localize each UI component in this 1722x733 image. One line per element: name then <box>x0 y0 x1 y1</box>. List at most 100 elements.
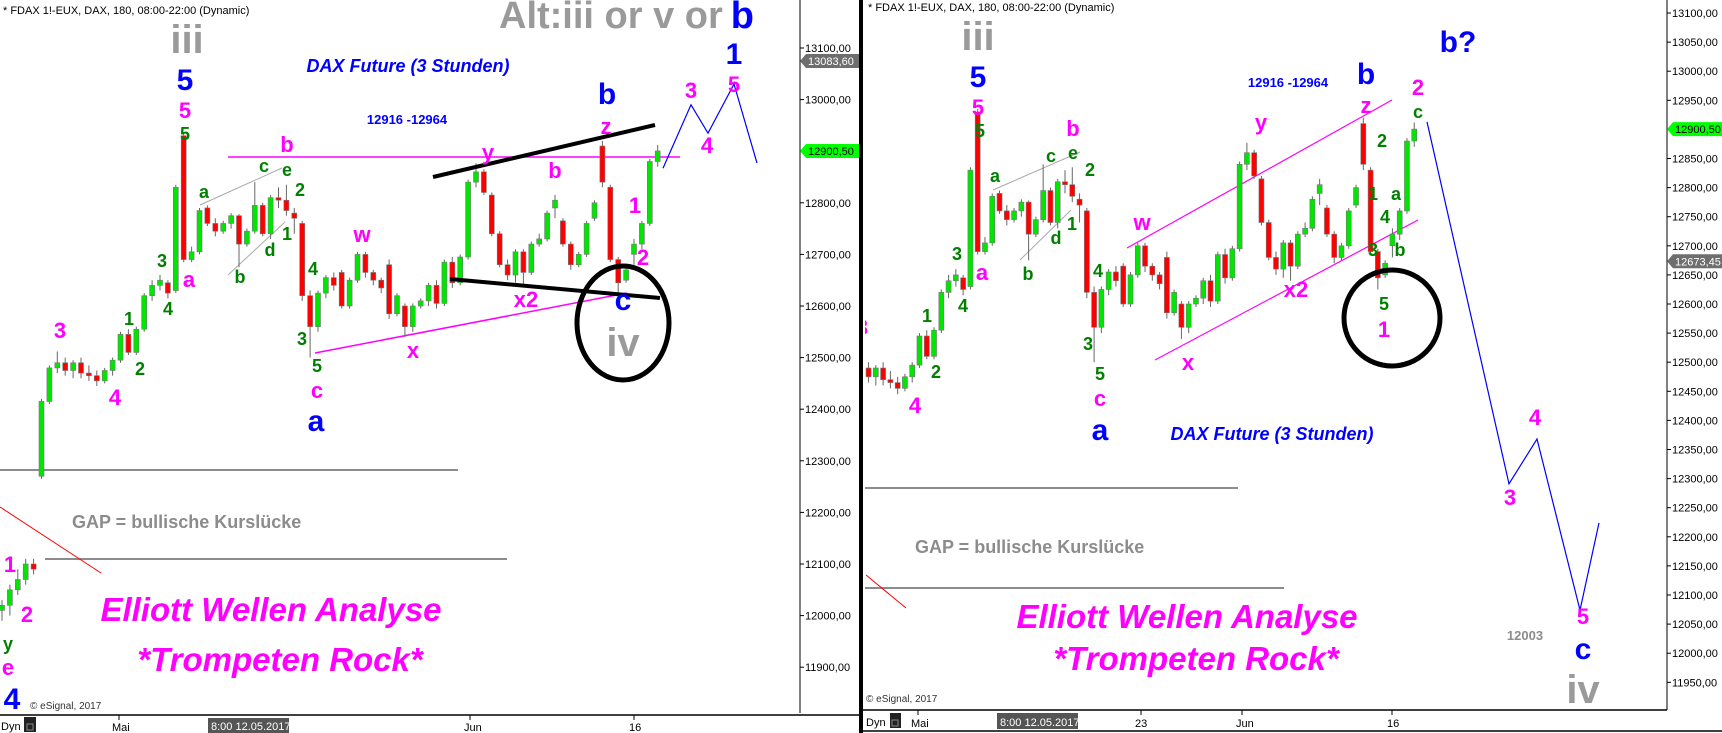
candle-body <box>1295 233 1301 267</box>
price-tag-label: 12900,50 <box>808 146 854 158</box>
candle-body <box>188 251 195 260</box>
chart-title: DAX Future (3 Stunden) <box>307 56 510 76</box>
candle <box>504 259 511 281</box>
candle <box>880 362 886 386</box>
wave-label: e <box>2 655 14 680</box>
candle-body <box>1120 265 1127 305</box>
y-tick-label: 12250,00 <box>1672 503 1718 515</box>
price-tag: 12900,50 <box>800 143 860 158</box>
wave-label: 5 <box>1095 364 1105 384</box>
wave-label: y <box>482 140 495 165</box>
candle-body <box>465 181 471 258</box>
candle <box>394 293 400 317</box>
candle <box>945 274 952 299</box>
candle <box>15 569 21 595</box>
candle <box>46 365 53 405</box>
wave-label: 4 <box>701 133 714 158</box>
candle-body <box>996 193 1003 212</box>
candle <box>62 357 69 376</box>
candle-body <box>1156 274 1163 284</box>
candle <box>1127 271 1134 307</box>
panel-separator[interactable] <box>859 0 863 733</box>
candle <box>1302 222 1308 238</box>
candle <box>567 241 574 270</box>
wave-label: x <box>1182 350 1195 375</box>
wave-label: 2 <box>295 180 305 200</box>
candle-body <box>125 334 132 353</box>
candle <box>0 600 5 621</box>
projection-path <box>662 82 758 169</box>
y-tick-label: 12400,00 <box>805 404 851 416</box>
candle-body <box>512 251 519 276</box>
right-time-axis[interactable]: Dyn Mai 8:00 12.05.2017 23 Jun 16 <box>866 710 1399 730</box>
candle <box>552 195 558 219</box>
candle <box>851 371 856 415</box>
candle-body <box>149 285 155 296</box>
candle-body <box>1069 184 1076 197</box>
candle <box>386 259 392 319</box>
candle <box>894 376 901 395</box>
cursor-date-box <box>997 713 1078 729</box>
x-label-mai: Mai <box>112 722 130 733</box>
wave-label: a <box>1391 184 1402 204</box>
wave-label: c <box>615 284 632 317</box>
candle-body <box>528 243 535 273</box>
candle <box>916 333 923 369</box>
candle-body <box>1222 254 1228 279</box>
right-price-axis[interactable]: 13100,00 13050,00 13000,00 12950,00 12850,00… <box>1667 8 1722 689</box>
wave-label: iv <box>1566 668 1600 712</box>
lock-icon[interactable] <box>24 717 36 732</box>
candle-body <box>1316 184 1323 194</box>
y-tick-label: 12550,00 <box>1672 328 1718 340</box>
wave-label: 2 <box>21 602 33 627</box>
wave-label: 3 <box>1368 240 1378 260</box>
candle-body <box>101 370 108 382</box>
dyn-label[interactable]: Dyn <box>1 721 21 733</box>
candle <box>1324 205 1330 238</box>
candle-body <box>62 362 69 371</box>
candle-body <box>909 364 916 378</box>
red-trend-line <box>865 574 907 609</box>
y-tick-label: 13100,00 <box>1672 8 1718 20</box>
candle-body <box>30 563 37 570</box>
candle <box>267 195 274 239</box>
candle-body <box>1091 292 1097 328</box>
x-label-23: 23 <box>1135 718 1147 730</box>
candle <box>1011 207 1017 223</box>
lock-icon[interactable] <box>890 713 901 728</box>
candle <box>220 220 226 234</box>
target-low: 12003 <box>1507 628 1543 643</box>
target-range: 12916 -12964 <box>1248 75 1329 90</box>
dyn-label[interactable]: Dyn <box>866 717 886 729</box>
candle-body <box>473 171 479 183</box>
candle <box>1396 207 1403 240</box>
left-time-axis[interactable]: Dyn Mai 8:00 12.05.2017 Jun 16 <box>1 715 641 733</box>
x-label-16: 16 <box>629 722 641 733</box>
candle <box>1200 277 1207 304</box>
candle-body <box>1084 210 1090 293</box>
candle <box>996 190 1003 214</box>
wave-label: 1 <box>922 306 932 326</box>
candle <box>362 251 369 278</box>
left-price-axis[interactable]: 13100,00 13000,00 12800,00 12700,00 12600,00… <box>800 43 860 674</box>
wave-label: c <box>1046 146 1056 166</box>
candle-body <box>1345 210 1352 247</box>
candle-body <box>1389 233 1396 247</box>
candle-body <box>1273 257 1279 270</box>
candle-body <box>607 187 614 260</box>
wave-label: 5 <box>1379 294 1389 314</box>
candle <box>1353 184 1359 208</box>
candle-body <box>880 367 886 380</box>
candle-body <box>945 280 952 293</box>
candle-body <box>449 261 456 284</box>
candle-body <box>433 285 440 304</box>
candle <box>1134 242 1141 278</box>
y-tick-label: 12050,00 <box>1672 619 1718 631</box>
wave-label: 4 <box>4 683 21 716</box>
candle-body <box>639 223 645 245</box>
brand-line-2: *Trompeten Rock* <box>137 641 425 678</box>
y-tick-label: 12450,00 <box>1672 386 1718 398</box>
candle <box>38 398 45 479</box>
candle-body <box>196 210 203 253</box>
y-tick-label: 12700,00 <box>805 249 851 261</box>
